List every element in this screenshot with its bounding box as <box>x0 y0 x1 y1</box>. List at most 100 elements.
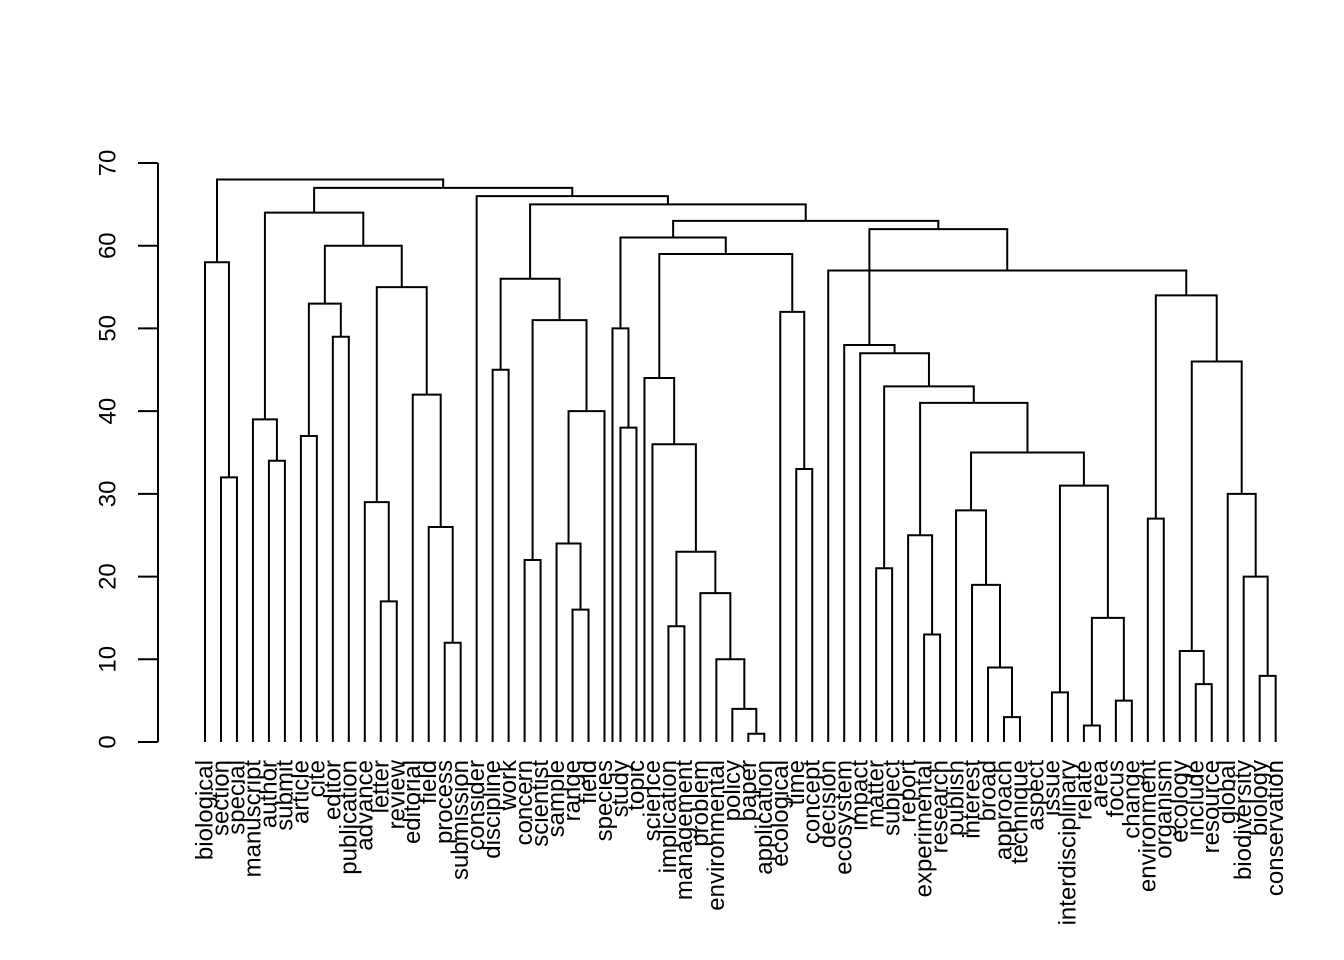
leaf-label: issue <box>1038 760 1065 816</box>
dendrogram-link <box>215 178 445 263</box>
leaf-label: matter <box>863 760 890 828</box>
dendrogram-link <box>571 608 590 742</box>
leaf-label: species <box>591 760 618 841</box>
leaf-label: area <box>1086 759 1113 808</box>
leaf-label: field <box>575 760 602 804</box>
leaf-label: advance <box>351 760 378 851</box>
dendrogram-link <box>307 302 342 436</box>
dendrogram-link <box>658 252 794 379</box>
dendrogram-link <box>331 335 350 742</box>
leaf-label: ecological <box>767 760 794 867</box>
dendrogram-link <box>1114 699 1133 742</box>
dendrogram-link <box>907 534 934 742</box>
dendrogram-link <box>859 352 930 742</box>
dendrogram-link <box>427 525 454 742</box>
leaf-label: paper <box>735 760 762 821</box>
leaf-label: include <box>1182 760 1209 836</box>
leaf-labels: biologicalsectionspecialmanuscriptauthor… <box>192 759 1290 925</box>
leaf-label: concept <box>799 760 826 844</box>
leaf-label: manuscript <box>239 760 266 878</box>
leaf-label: research <box>927 760 954 853</box>
leaf-label: environment <box>1134 760 1161 892</box>
leaf-label: topic <box>623 760 650 811</box>
y-axis: 0 10 20 30 40 50 60 70 <box>95 150 159 749</box>
leaf-label: scientist <box>527 760 554 847</box>
dendrogram-link <box>1154 294 1218 519</box>
leaf-label: editorial <box>399 760 426 844</box>
y-tick-label: 60 <box>95 232 122 259</box>
dendrogram-link <box>1242 575 1269 742</box>
dendrogram-link <box>204 261 230 742</box>
leaf-label: discipline <box>479 760 506 859</box>
dendrogram-link <box>263 211 365 420</box>
dendrogram-link <box>1226 492 1257 742</box>
dendrogram-link <box>619 426 638 742</box>
dendrogram-link <box>868 228 1009 345</box>
leaf-label: ecology <box>1166 760 1193 843</box>
leaf-label: submission <box>447 760 474 880</box>
dendrogram-link <box>619 236 727 329</box>
leaf-label: publication <box>335 760 362 875</box>
dendrogram-link <box>843 343 896 742</box>
dendrogram-link <box>1258 674 1277 742</box>
leaf-label: submit <box>271 760 298 831</box>
y-tick-label: 70 <box>95 150 122 177</box>
leaf-label: range <box>559 760 586 821</box>
dendrogram-link <box>675 550 717 627</box>
leaf-label: biological <box>192 760 219 860</box>
leaf-label: process <box>431 760 458 844</box>
leaf-label: organism <box>1150 760 1177 859</box>
dendrogram-link <box>919 401 1029 536</box>
leaf-label: letter <box>367 760 394 813</box>
leaf-label: study <box>607 760 634 817</box>
leaf-label: global <box>1214 760 1241 824</box>
dendrogram-link <box>313 186 574 213</box>
y-tick-label: 0 <box>95 735 122 748</box>
leaf-label: problem <box>687 760 714 847</box>
dendrogram-link <box>875 567 894 742</box>
dendrogram-link <box>987 666 1013 742</box>
dendrogram-link <box>567 410 606 742</box>
leaf-label: resource <box>1198 760 1225 853</box>
dendrogram-link <box>323 244 403 304</box>
dendrogram-link <box>747 732 766 742</box>
dendrogram-link <box>1146 517 1165 742</box>
dendrogram-link <box>523 559 542 742</box>
leaf-label: management <box>671 760 698 900</box>
leaf-label: broad <box>975 760 1002 821</box>
leaf-label: biology <box>1246 760 1273 836</box>
leaf-label: concern <box>511 760 538 845</box>
leaf-label: decision <box>815 760 842 848</box>
leaf-label: author <box>255 760 282 828</box>
leaf-label: publish <box>943 760 970 836</box>
dendrogram-link <box>1090 616 1125 726</box>
leaf-label: work <box>495 759 522 812</box>
dendrogram-link <box>923 633 942 742</box>
dendrogram-link <box>299 434 318 742</box>
leaf-label: time <box>783 760 810 805</box>
leaf-label: editor <box>319 760 346 820</box>
y-tick-label: 10 <box>95 646 122 673</box>
dendrogram-link <box>1058 484 1109 693</box>
dendrogram-link <box>971 583 1002 742</box>
leaf-label: report <box>895 760 922 823</box>
dendrogram-link <box>531 319 588 561</box>
leaf-label: biodiversity <box>1230 760 1257 880</box>
dendrogram-link <box>219 476 238 742</box>
dendrogram-link <box>643 377 676 742</box>
dendrogram-link <box>1190 360 1243 652</box>
dendrogram-link <box>555 542 582 742</box>
dendrogram-link <box>499 277 561 370</box>
dendrogram-link <box>651 443 697 742</box>
dendrogram-link <box>363 501 390 742</box>
dendrogram-link <box>379 600 398 742</box>
leaf-label: implication <box>655 760 682 873</box>
dendrogram-link <box>1050 691 1069 742</box>
dendrogram-link <box>667 625 686 742</box>
y-tick-label: 30 <box>95 481 122 508</box>
dendrogram-link <box>883 385 975 569</box>
leaf-label: special <box>223 760 250 835</box>
dendrogram-link <box>779 310 806 742</box>
